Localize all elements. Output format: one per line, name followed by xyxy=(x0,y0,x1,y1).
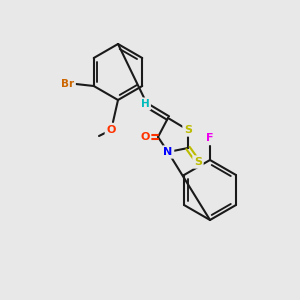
Text: O: O xyxy=(140,132,150,142)
Text: N: N xyxy=(164,147,172,157)
Text: Br: Br xyxy=(61,79,74,89)
Text: O: O xyxy=(106,125,116,135)
Text: S: S xyxy=(184,125,192,135)
Text: H: H xyxy=(141,99,149,109)
Text: F: F xyxy=(206,133,214,143)
Text: S: S xyxy=(194,157,202,167)
